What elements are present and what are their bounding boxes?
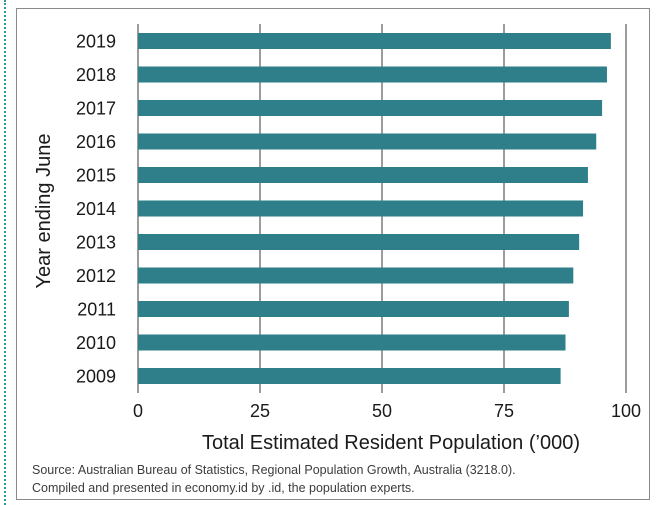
- y-axis-title: Year ending June: [33, 134, 55, 289]
- y-tick-label-2015: 2015: [76, 166, 116, 186]
- y-tick-label-2018: 2018: [76, 65, 116, 85]
- source-note: Source: Australian Bureau of Statistics,…: [32, 461, 642, 497]
- bar-2016: [138, 133, 597, 150]
- y-tick-label-2012: 2012: [76, 266, 116, 286]
- bar-2019: [138, 33, 611, 49]
- bar-2017: [138, 100, 603, 116]
- x-tick-label-75: 75: [494, 401, 514, 421]
- y-tick-label-2013: 2013: [76, 233, 116, 253]
- bar-2009: [138, 368, 561, 384]
- decorative-dotted-rule: [4, 0, 6, 505]
- x-axis-title: Total Estimated Resident Population (’00…: [202, 432, 580, 454]
- bar-2018: [138, 66, 607, 83]
- x-tick-label-50: 50: [372, 401, 392, 421]
- bars: [138, 33, 611, 384]
- y-tick-label-2016: 2016: [76, 132, 116, 152]
- chart-frame: [16, 8, 650, 500]
- bar-2014: [138, 200, 584, 217]
- y-tick-label-2017: 2017: [76, 99, 116, 119]
- y-tick-label-2019: 2019: [76, 32, 116, 52]
- x-tick-label-100: 100: [611, 401, 641, 421]
- source-line-1: Source: Australian Bureau of Statistics,…: [32, 463, 516, 477]
- y-tick-label-2011: 2011: [77, 300, 116, 320]
- y-tick-labels: 2019 2018 2017 2016 2015 2014 2013 2012 2011 2010…: [76, 32, 116, 387]
- bar-2015: [138, 167, 588, 183]
- x-tick-label-0: 0: [133, 401, 143, 421]
- y-tick-label-2010: 2010: [76, 333, 116, 353]
- bar-2012: [138, 267, 574, 284]
- bar-2013: [138, 234, 580, 250]
- x-tick-labels: 0 25 50 75 100: [133, 401, 641, 421]
- x-tick-label-25: 25: [250, 401, 270, 421]
- source-line-2: Compiled and presented in economy.id by …: [32, 481, 415, 495]
- y-tick-label-2014: 2014: [76, 199, 116, 219]
- bar-2010: [138, 334, 566, 351]
- bar-2011: [138, 301, 569, 317]
- y-tick-label-2009: 2009: [76, 367, 116, 387]
